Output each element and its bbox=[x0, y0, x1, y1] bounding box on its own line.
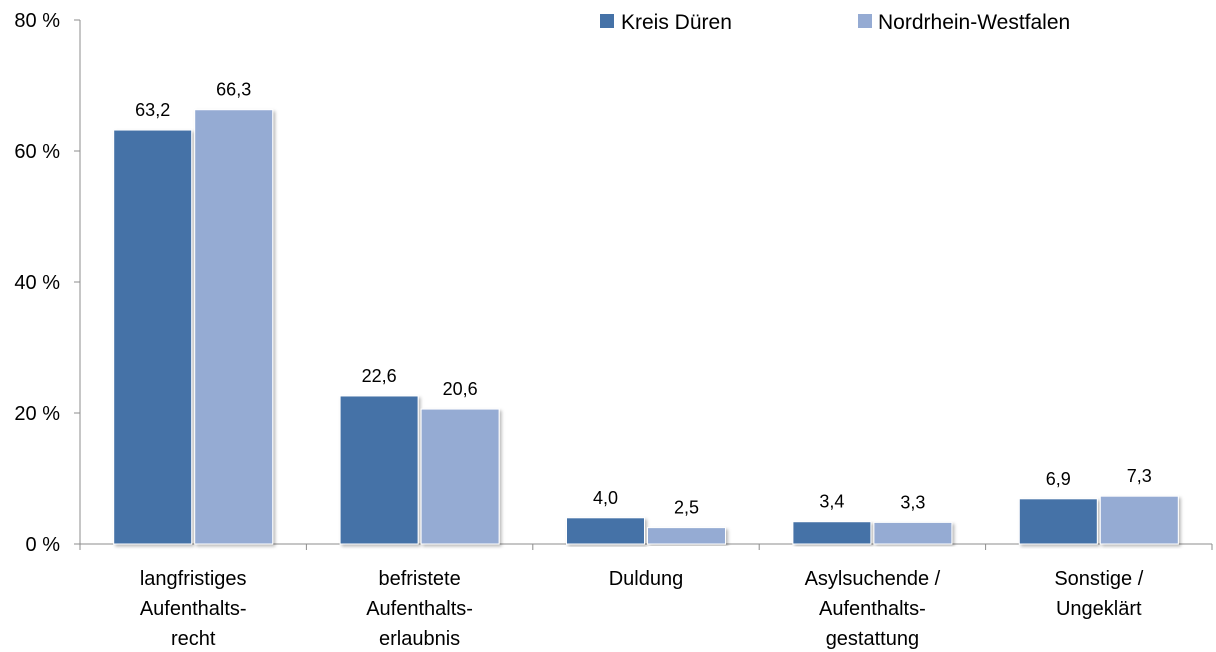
x-category-label: langfristiges Aufenthalts-recht bbox=[140, 568, 247, 650]
data-label: 4,0 bbox=[593, 488, 618, 508]
data-labels: 63,2 66,3 22,6 20,6 4,0 2,5 3,4 3,3 6,9 7,3 bbox=[135, 80, 1152, 518]
data-label: 3,3 bbox=[900, 492, 925, 512]
legend-label: Kreis Düren bbox=[621, 11, 732, 34]
x-category-label: Asylsuchende / Aufenthalts-gestattung bbox=[805, 568, 941, 650]
bar-kreis-dueren bbox=[339, 395, 419, 545]
y-tick-label: 80 % bbox=[14, 10, 60, 32]
y-tick-label: 60 % bbox=[14, 141, 60, 163]
bar-nordrhein-westfalen bbox=[194, 109, 274, 545]
legend-swatch bbox=[858, 14, 872, 28]
x-category-label: befristete Aufenthalts-erlaubnis bbox=[366, 568, 473, 650]
y-tick-label: 20 % bbox=[14, 403, 60, 425]
bar-nordrhein-westfalen bbox=[420, 408, 500, 545]
bar-kreis-dueren bbox=[113, 129, 193, 545]
bar-kreis-dueren bbox=[1018, 498, 1098, 545]
bar-kreis-dueren bbox=[566, 517, 645, 545]
bar-nordrhein-westfalen bbox=[873, 521, 953, 545]
data-label: 66,3 bbox=[216, 80, 251, 100]
data-label: 6,9 bbox=[1046, 469, 1071, 489]
legend-swatch bbox=[600, 14, 614, 28]
y-tick-label: 40 % bbox=[14, 272, 60, 294]
x-category-label: Duldung bbox=[609, 568, 684, 590]
axes: 0 % 20 % 40 % 60 % 80 % langfristiges Aufentha… bbox=[14, 10, 1213, 650]
data-label: 7,3 bbox=[1127, 466, 1152, 486]
legend: Kreis Düren Nordrhein-Westfalen bbox=[600, 11, 1070, 34]
y-tick-label: 0 % bbox=[26, 534, 61, 556]
data-label: 20,6 bbox=[443, 379, 478, 399]
data-label: 22,6 bbox=[362, 366, 397, 386]
bar-nordrhein-westfalen bbox=[1099, 495, 1179, 545]
data-label: 63,2 bbox=[135, 100, 170, 120]
data-label: 2,5 bbox=[674, 498, 699, 518]
legend-label: Nordrhein-Westfalen bbox=[878, 11, 1070, 34]
x-category-label: Sonstige / Ungeklärt bbox=[1054, 568, 1143, 620]
bars bbox=[113, 109, 1179, 545]
data-label: 3,4 bbox=[819, 492, 844, 512]
bar-kreis-dueren bbox=[792, 521, 872, 545]
bar-nordrhein-westfalen bbox=[647, 527, 726, 545]
